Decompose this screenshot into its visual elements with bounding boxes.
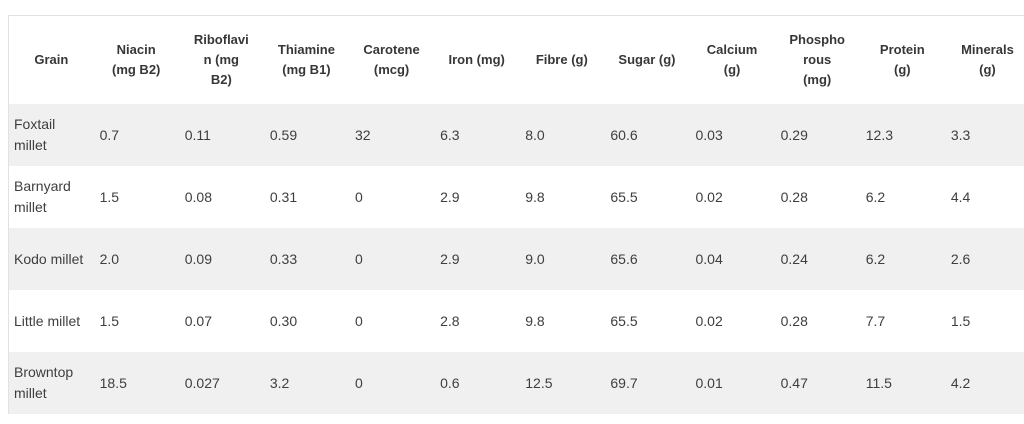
- value-cell: 6.2: [865, 250, 886, 267]
- column-header-iron: Iron (mg): [434, 15, 520, 104]
- column-header-thiamine: Thiamine (mg B1): [263, 15, 349, 104]
- value-cell: 0: [355, 250, 363, 267]
- value-cell: 9.8: [525, 312, 545, 329]
- value-cell: 0.28: [780, 312, 808, 329]
- value-cell: 4.4: [950, 188, 971, 205]
- table-row: Barnyard millet 1.5 0.08 0.31 0 2.9 9.8 65.5 0.0…: [9, 166, 1024, 228]
- column-header-grain: Grain: [8, 15, 94, 104]
- value-cell: 0.08: [184, 188, 212, 205]
- value-cell: 0.07: [184, 312, 212, 329]
- value-cell: 0.6: [440, 374, 460, 391]
- value-cell: 3.2: [269, 374, 290, 391]
- value-cell: 9.8: [525, 188, 545, 205]
- value-cell: 0.7: [99, 126, 120, 143]
- header-row: Grain Niacin (mg B2) Riboflavi n (mg B2)…: [8, 15, 1024, 104]
- value-cell: 0.03: [695, 126, 723, 143]
- value-cell: 1.5: [99, 312, 120, 329]
- value-cell: 2.8: [440, 312, 460, 329]
- table-row: Kodo millet 2.0 0.09 0.33 0 2.9 9.0 65.6 0.04 0.2…: [8, 228, 1024, 290]
- value-cell: 1.5: [99, 188, 120, 205]
- column-header-protein: Protein (g): [859, 15, 945, 104]
- value-cell: 0.59: [269, 126, 298, 143]
- value-cell: 0.29: [780, 126, 808, 143]
- value-cell: 0.02: [695, 188, 723, 205]
- value-cell: 11.5: [865, 374, 892, 391]
- column-header-calcium: Calcium (g): [689, 15, 775, 104]
- value-cell: 6.2: [865, 188, 886, 205]
- table-row: Little millet 1.5 0.07 0.30 0 2.8 9.8 65.5 0.02 0…: [9, 290, 1024, 352]
- value-cell: 3.3: [950, 126, 971, 143]
- value-cell: 65.6: [610, 250, 638, 267]
- value-cell: 4.2: [950, 374, 971, 391]
- value-cell: 0.30: [269, 312, 298, 329]
- table-body: Foxtail millet 0.7 0.11 0.59 32 6.3 8.0 60.6 0.0…: [8, 104, 1024, 414]
- table-header: Grain Niacin (mg B2) Riboflavi n (mg B2)…: [8, 15, 1024, 104]
- value-cell: 2.9: [440, 188, 460, 205]
- value-cell: 0.31: [269, 188, 298, 205]
- value-cell: 65.5: [610, 312, 638, 329]
- column-header-fibre: Fibre (g): [519, 15, 605, 104]
- grain-cell: Foxtail millet: [14, 116, 56, 153]
- value-cell: 0.33: [269, 250, 298, 267]
- value-cell: 7.7: [865, 312, 886, 329]
- value-cell: 0: [355, 312, 363, 329]
- value-cell: 0.11: [184, 126, 211, 143]
- value-cell: 1.5: [950, 312, 971, 329]
- value-cell: 0.01: [695, 374, 723, 391]
- value-cell: 2.9: [440, 250, 460, 267]
- value-cell: 69.7: [610, 374, 638, 391]
- value-cell: 0.027: [184, 374, 220, 391]
- column-header-niacin: Niacin (mg B2): [93, 15, 179, 104]
- grain-cell: Browntop millet: [14, 364, 74, 401]
- value-cell: 60.6: [610, 126, 638, 143]
- table-row: Browntop millet 18.5 0.027 3.2 0 0.6 12.5 69.7 0…: [8, 352, 1024, 414]
- value-cell: 12.3: [865, 126, 893, 143]
- value-cell: 0.09: [184, 250, 212, 267]
- value-cell: 0.28: [780, 188, 808, 205]
- column-header-sugar: Sugar (g): [604, 15, 690, 104]
- value-cell: 12.5: [525, 374, 553, 391]
- column-header-riboflavin: Riboflavi n (mg B2): [178, 15, 264, 104]
- table-container: Grain Niacin (mg B2) Riboflavi n (mg B2)…: [8, 15, 1024, 414]
- value-cell: 2.0: [99, 250, 120, 267]
- value-cell: 6.3: [440, 126, 460, 143]
- grain-cell: Kodo millet: [14, 250, 84, 267]
- column-header-phosphorous: Phospho rous (mg): [774, 15, 860, 104]
- grain-cell: Barnyard millet: [14, 178, 71, 215]
- value-cell: 2.6: [950, 250, 971, 267]
- value-cell: 0.47: [780, 374, 808, 391]
- grain-cell: Little millet: [14, 312, 81, 329]
- value-cell: 65.5: [610, 188, 638, 205]
- value-cell: 8.0: [525, 126, 545, 143]
- value-cell: 18.5: [99, 374, 127, 391]
- value-cell: 0.04: [695, 250, 723, 267]
- value-cell: 0: [355, 374, 363, 391]
- column-header-carotene: Carotene (mcg): [349, 15, 435, 104]
- value-cell: 0: [355, 188, 363, 205]
- table-row: Foxtail millet 0.7 0.11 0.59 32 6.3 8.0 60.6 0.0…: [8, 104, 1024, 166]
- value-cell: 9.0: [525, 250, 545, 267]
- value-cell: 0.24: [780, 250, 808, 267]
- value-cell: 0.02: [695, 312, 723, 329]
- millet-nutrition-table: Grain Niacin (mg B2) Riboflavi n (mg B2)…: [8, 15, 1024, 414]
- column-header-minerals: Minerals (g): [944, 15, 1024, 104]
- value-cell: 32: [355, 126, 371, 143]
